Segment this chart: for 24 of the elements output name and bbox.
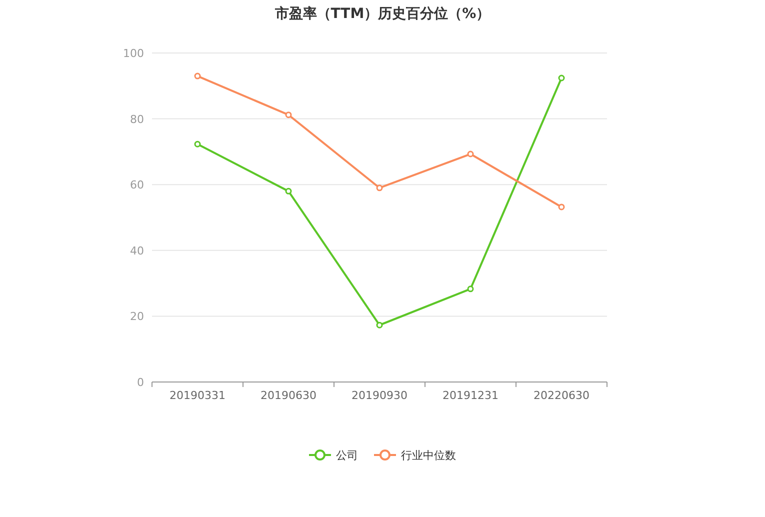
x-tick-label: 20191231 <box>442 389 498 402</box>
y-tick-label: 100 <box>123 47 144 60</box>
y-tick-label: 80 <box>130 112 144 126</box>
point <box>467 286 474 292</box>
point <box>194 72 201 80</box>
y-tick-label: 0 <box>137 376 144 389</box>
y-tick-label: 40 <box>130 244 144 258</box>
x-tick-label: 20190331 <box>170 389 226 402</box>
x-tick-label: 20190930 <box>352 389 408 402</box>
point <box>376 184 383 192</box>
x-tick-label: 20190630 <box>260 389 316 402</box>
point <box>194 140 201 148</box>
chart-title: 市盈率（TTM）历史百分位（%） <box>274 5 490 22</box>
point <box>376 322 383 328</box>
y-tick-label: 20 <box>130 310 144 324</box>
legend-label: 行业中位数 <box>401 449 456 462</box>
point <box>285 188 292 194</box>
point <box>558 204 565 210</box>
point <box>558 74 565 82</box>
x-tick-label: 20220630 <box>534 389 590 402</box>
legend-label: 公司 <box>336 449 358 462</box>
point <box>467 150 474 158</box>
point <box>285 112 292 118</box>
y-tick-label: 60 <box>130 178 144 192</box>
